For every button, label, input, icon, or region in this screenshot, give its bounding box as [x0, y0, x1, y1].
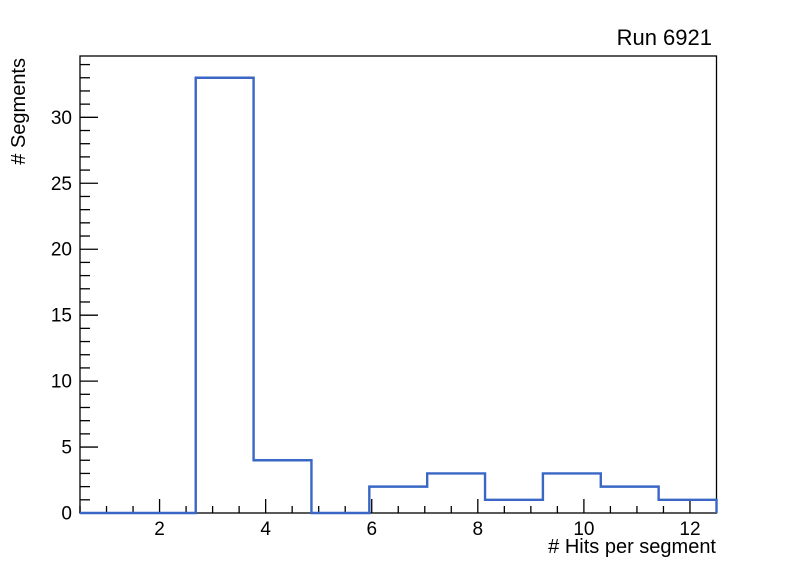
y-axis-title: # Segments — [8, 58, 30, 165]
x-tick-label: 12 — [679, 519, 700, 540]
y-tick-label: 30 — [51, 108, 72, 129]
x-tick-label: 6 — [366, 519, 377, 540]
histogram-line — [80, 76, 718, 515]
x-axis-title: # Hits per segment — [548, 536, 716, 558]
x-tick-label: 2 — [154, 519, 165, 540]
x-tick-label: 8 — [473, 519, 484, 540]
chart-title: Run 6921 — [617, 25, 712, 50]
y-tick-label: 10 — [51, 372, 72, 393]
plot-frame — [79, 55, 718, 514]
x-tick-label: 10 — [573, 519, 594, 540]
y-tick-label: 5 — [61, 438, 72, 459]
y-tick-label: 25 — [51, 174, 72, 195]
x-tick-label: 4 — [260, 519, 271, 540]
plot-area: 2 4 6 8 10 12 0 5 10 15 20 25 30 — [51, 55, 718, 540]
y-tick-label: 20 — [51, 240, 72, 261]
y-tick-label: 15 — [51, 306, 72, 327]
y-tick-label: 0 — [61, 504, 72, 525]
